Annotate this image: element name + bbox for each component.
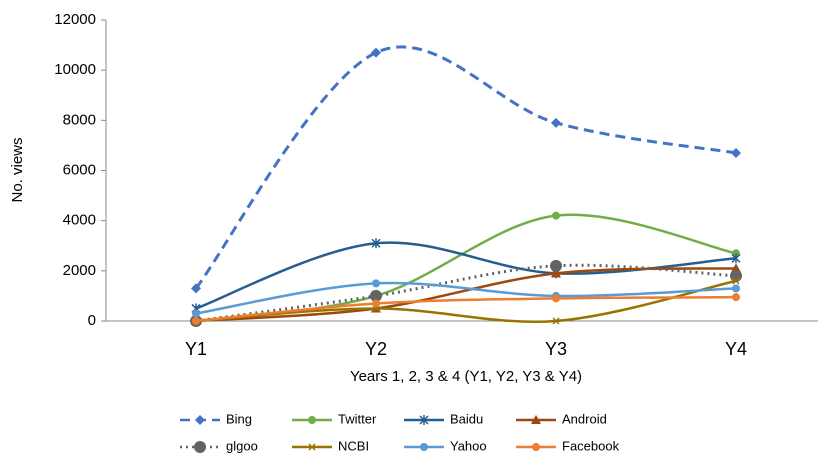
- legend-item: Facebook: [516, 438, 620, 453]
- marker: [552, 211, 560, 220]
- legend-item: Twitter: [292, 411, 377, 426]
- marker: [732, 284, 740, 293]
- x-axis-label: Years 1, 2, 3 & 4 (Y1, Y2, Y3 & Y4): [350, 368, 582, 385]
- marker: [531, 415, 541, 424]
- y-tick-label: 10000: [54, 61, 96, 78]
- legend-item: Bing: [180, 411, 252, 426]
- legend-label: Baidu: [450, 411, 483, 426]
- series-line: [195, 295, 737, 323]
- marker: [371, 47, 381, 58]
- marker: [552, 317, 560, 325]
- y-tick-label: 8000: [63, 111, 96, 128]
- marker: [732, 293, 740, 302]
- legend-item: NCBI: [292, 438, 369, 453]
- marker: [532, 443, 540, 451]
- y-tick-label: 0: [88, 312, 96, 329]
- marker: [371, 238, 381, 249]
- marker: [731, 263, 741, 273]
- legend-item: Android: [516, 411, 607, 426]
- legend-item: Yahoo: [404, 438, 487, 453]
- legend-label: Yahoo: [450, 438, 487, 453]
- series-line: [195, 267, 737, 323]
- marker: [732, 277, 740, 285]
- marker: [420, 443, 428, 451]
- marker: [372, 299, 380, 308]
- marker: [191, 283, 201, 294]
- marker: [192, 309, 200, 318]
- marker: [731, 253, 741, 264]
- legend-label: NCBI: [338, 438, 369, 453]
- marker: [195, 415, 205, 425]
- y-tick-label: 2000: [63, 262, 96, 279]
- series-line: [195, 281, 737, 315]
- legend-label: glgoo: [226, 438, 258, 453]
- marker: [419, 415, 429, 425]
- x-tick-label: Y4: [725, 339, 747, 359]
- legend-item: Baidu: [404, 411, 483, 426]
- marker: [308, 443, 316, 451]
- y-tick-label: 4000: [63, 212, 96, 229]
- marker: [551, 268, 561, 278]
- marker: [194, 441, 206, 453]
- marker: [731, 147, 741, 158]
- marker: [551, 117, 561, 128]
- series-line: [195, 279, 737, 324]
- legend-label: Bing: [226, 411, 252, 426]
- x-tick-label: Y3: [545, 339, 567, 359]
- marker: [192, 317, 200, 325]
- y-tick-label: 12000: [54, 11, 96, 28]
- marker: [552, 294, 560, 303]
- series-line: [194, 45, 737, 290]
- y-axis-label: No. views: [9, 137, 26, 202]
- legend-label: Facebook: [562, 438, 620, 453]
- legend-label: Android: [562, 411, 607, 426]
- y-tick-label: 6000: [63, 161, 96, 178]
- marker: [550, 259, 562, 272]
- x-tick-label: Y1: [185, 339, 207, 359]
- series-line: [195, 263, 737, 323]
- legend-item: glgoo: [180, 438, 258, 453]
- marker: [308, 416, 316, 424]
- x-tick-label: Y2: [365, 339, 387, 359]
- legend-label: Twitter: [338, 411, 377, 426]
- marker: [370, 289, 382, 302]
- marker: [372, 279, 380, 288]
